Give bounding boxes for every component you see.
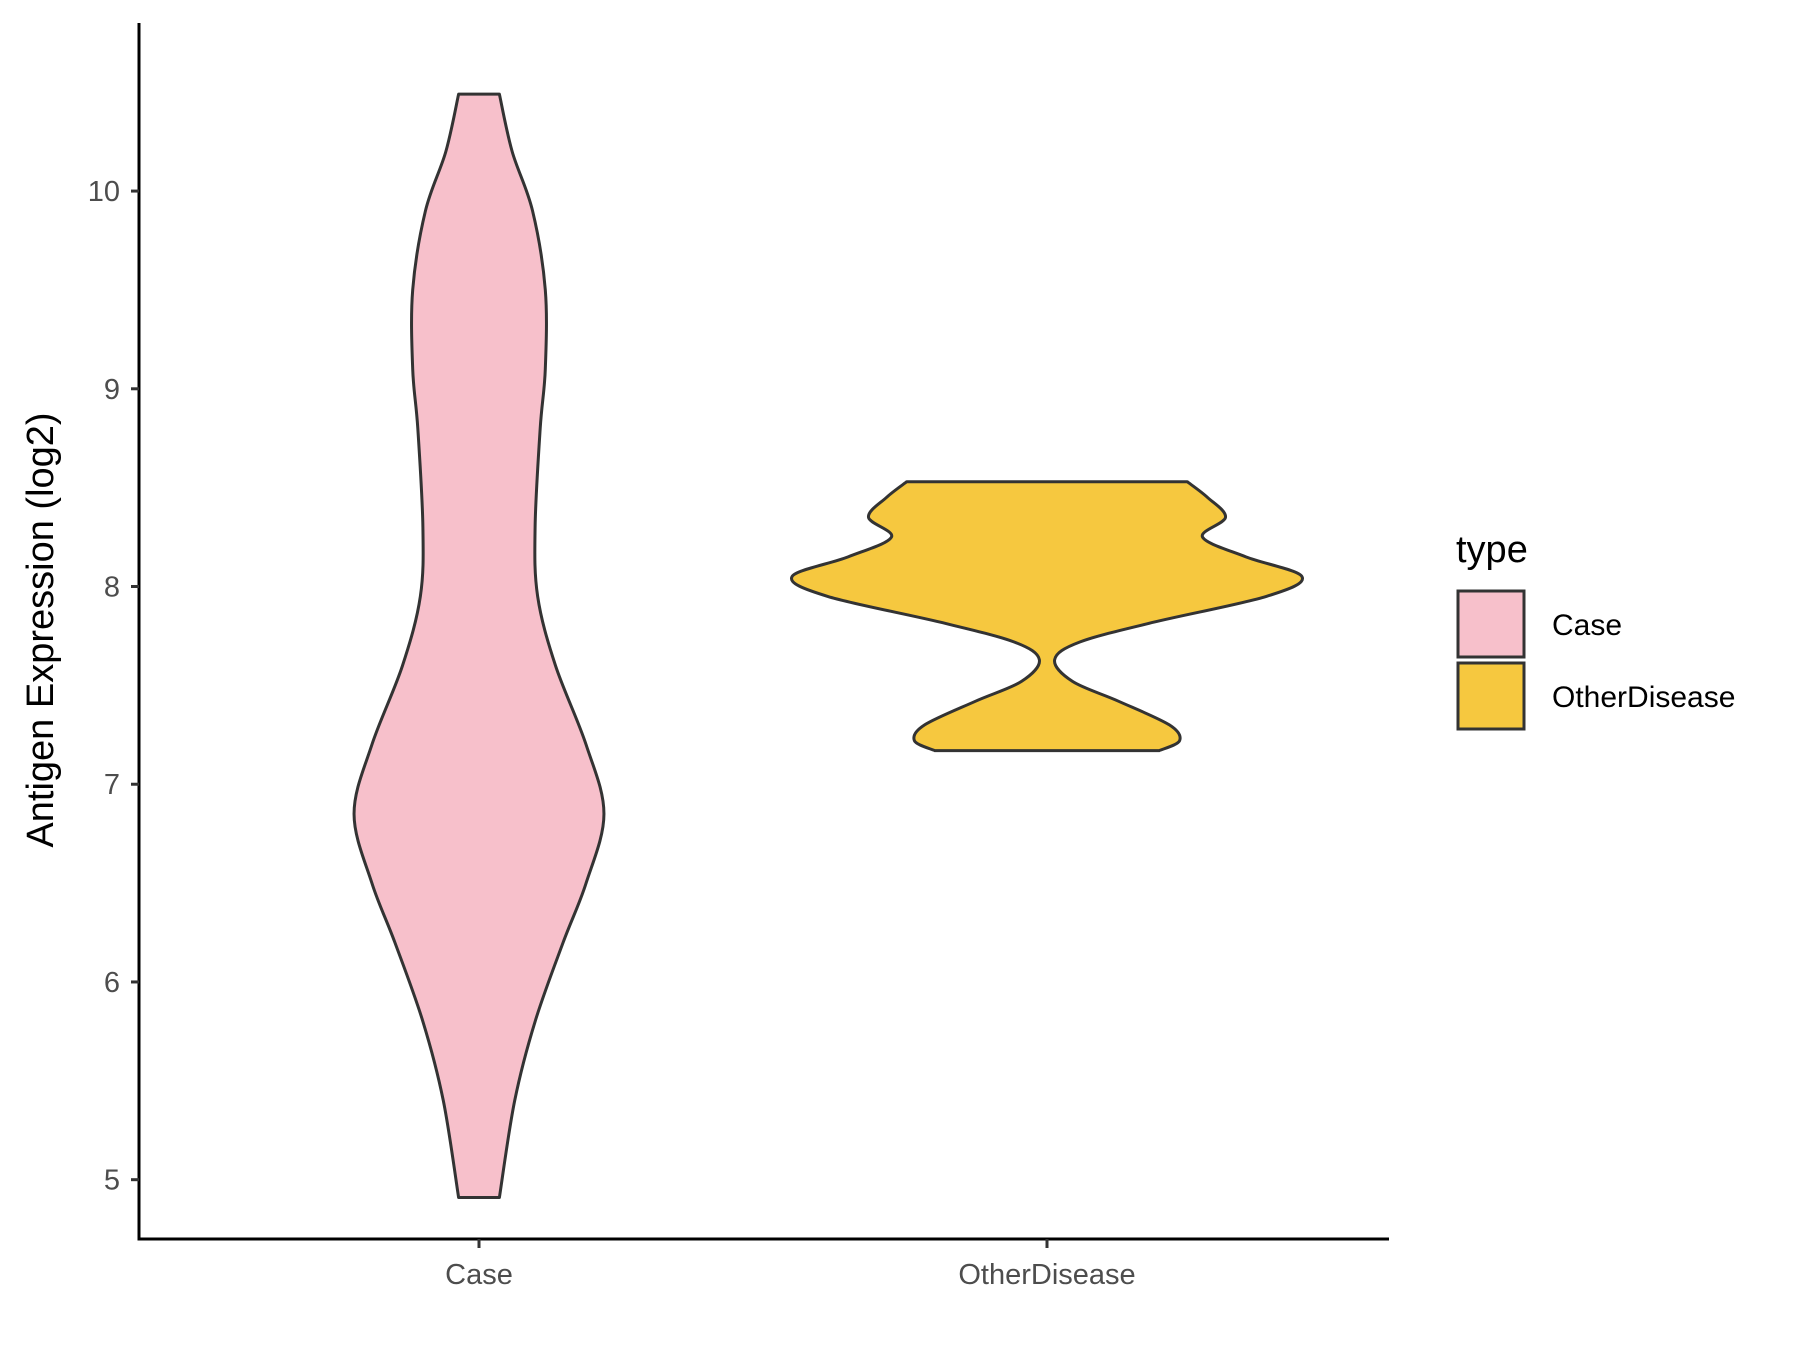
legend-label-case: Case xyxy=(1552,609,1622,642)
violin-case xyxy=(352,92,606,1199)
y-tick-label: 5 xyxy=(104,1165,120,1197)
x-axis-ticks: Case OtherDisease xyxy=(445,1239,1136,1291)
y-axis-ticks: 5 6 7 8 9 10 xyxy=(88,176,139,1197)
y-tick-label: 7 xyxy=(104,769,120,801)
violin-layer xyxy=(352,92,1304,1199)
legend-title: type xyxy=(1456,529,1528,571)
y-tick-label: 9 xyxy=(104,374,120,406)
legend: type Case OtherDisease xyxy=(1456,529,1735,731)
y-tick-label: 6 xyxy=(104,967,120,999)
legend-label-otherdisease: OtherDisease xyxy=(1552,681,1735,714)
legend-swatch-otherdisease xyxy=(1456,661,1526,731)
x-tick-label: OtherDisease xyxy=(958,1259,1135,1291)
y-axis-title: Antigen Expression (log2) xyxy=(20,412,62,847)
y-tick-label: 10 xyxy=(88,176,120,208)
y-tick-label: 8 xyxy=(104,572,120,604)
violin-otherdisease xyxy=(790,480,1304,753)
legend-swatch-case xyxy=(1456,589,1526,659)
x-tick-label: Case xyxy=(445,1259,513,1291)
